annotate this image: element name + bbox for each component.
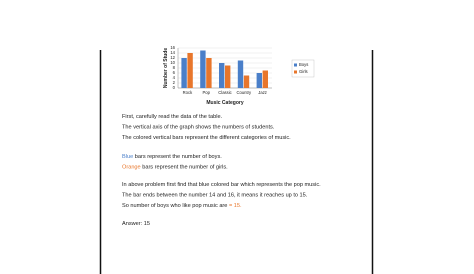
y-tick-label: 4 xyxy=(173,75,176,80)
x-tick-label: Classic xyxy=(218,90,232,95)
y-tick-label: 12 xyxy=(170,55,175,60)
x-tick-label: Jazz xyxy=(258,90,267,95)
text-span: The vertical axis of the graph shows the… xyxy=(122,125,275,131)
x-tick-label: Pop xyxy=(202,90,210,95)
y-tick-label: 0 xyxy=(173,85,176,90)
y-axis-label: Number of Stude xyxy=(163,48,169,88)
text-span: Answer: 15 xyxy=(122,221,150,227)
bar xyxy=(206,58,212,88)
bar xyxy=(256,73,262,88)
y-tick-label: 6 xyxy=(173,70,176,75)
bar xyxy=(187,53,193,88)
text-line: In above problem first find that blue co… xyxy=(122,182,321,188)
text-span: bars represent the number of girls. xyxy=(141,165,229,171)
bar xyxy=(225,65,231,88)
bar xyxy=(262,70,268,88)
text-line: The bar ends between the number 14 and 1… xyxy=(122,193,308,199)
x-axis-label: Music Category xyxy=(206,100,243,106)
legend-label: Girls xyxy=(299,69,308,74)
text-span: First, carefully read the data of the ta… xyxy=(122,114,223,120)
y-tick-label: 8 xyxy=(173,65,176,70)
y-tick-label: 10 xyxy=(170,60,175,65)
text-body: First, carefully read the data of the ta… xyxy=(122,114,321,227)
text-span: The colored vertical bars represent the … xyxy=(122,135,291,141)
y-tick-label: 16 xyxy=(170,45,175,50)
bar xyxy=(243,75,250,88)
legend-box xyxy=(291,59,315,78)
text-line: Blue bars represent the number of boys. xyxy=(122,154,222,160)
legend-label: Boys xyxy=(299,62,308,67)
text-span: In above problem first find that blue co… xyxy=(122,182,321,188)
text-line: The vertical axis of the graph shows the… xyxy=(122,125,275,131)
legend-swatch xyxy=(294,63,297,67)
text-line: So number of boys who like pop music are… xyxy=(122,203,242,209)
text-line: Orange bars represent the number of girl… xyxy=(122,165,228,171)
bar xyxy=(181,58,187,88)
text-line: First, carefully read the data of the ta… xyxy=(122,114,223,120)
text-line: The colored vertical bars represent the … xyxy=(122,135,291,141)
y-tick-label: 14 xyxy=(170,50,175,55)
bar xyxy=(237,60,244,88)
bar xyxy=(219,63,225,88)
text-line: Answer: 15 xyxy=(122,221,150,227)
legend-swatch xyxy=(294,70,297,74)
bar xyxy=(200,50,206,88)
x-tick-label: Country xyxy=(236,90,252,95)
text-span: So number of boys who like pop music are xyxy=(122,203,229,209)
x-tick-label: Rock xyxy=(183,90,193,95)
text-span: = 15. xyxy=(229,203,242,209)
text-span: The bar ends between the number 14 and 1… xyxy=(122,193,308,199)
text-span: bars represent the number of boys. xyxy=(133,154,222,160)
text-span: Blue xyxy=(122,154,133,160)
y-tick-label: 2 xyxy=(173,80,176,85)
text-span: Orange xyxy=(122,165,141,171)
